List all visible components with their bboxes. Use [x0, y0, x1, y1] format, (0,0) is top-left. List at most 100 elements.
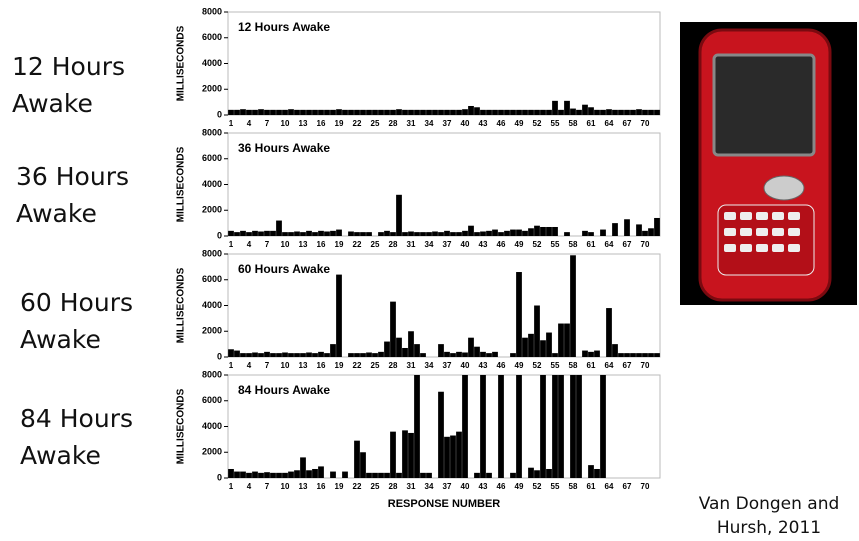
bar — [258, 472, 264, 478]
bar — [474, 346, 480, 357]
bar — [456, 232, 462, 236]
bar — [510, 353, 516, 357]
bar — [462, 375, 468, 478]
bar — [294, 231, 300, 236]
x-tick-label: 61 — [587, 361, 596, 370]
bar — [438, 344, 444, 357]
bar — [384, 341, 390, 357]
x-tick-label: 55 — [551, 119, 560, 128]
bar — [498, 375, 504, 478]
bar — [378, 472, 384, 478]
bar — [588, 107, 594, 115]
bar — [408, 109, 414, 115]
x-tick-label: 31 — [407, 240, 416, 249]
x-tick-label: 22 — [353, 482, 362, 491]
bar — [444, 230, 450, 236]
x-tick-label: 43 — [479, 361, 488, 370]
y-tick-label: 4000 — [202, 421, 222, 431]
bar — [636, 353, 642, 357]
bar — [282, 352, 288, 357]
y-axis-label: MILLISECONDS — [176, 146, 187, 222]
x-tick-label: 34 — [425, 361, 434, 370]
bar — [570, 375, 576, 478]
bar — [648, 109, 654, 115]
bar — [450, 435, 456, 478]
y-tick-label: 4000 — [202, 179, 222, 189]
bar — [438, 391, 444, 478]
bar — [618, 109, 624, 115]
bar — [522, 230, 528, 236]
x-tick-label: 64 — [605, 482, 614, 491]
bar — [504, 109, 510, 115]
bar — [252, 471, 258, 478]
bar — [516, 229, 522, 236]
bar — [228, 349, 234, 357]
x-tick-label: 1 — [229, 361, 234, 370]
bar — [552, 375, 558, 478]
y-tick-label: 0 — [217, 351, 222, 361]
bar — [300, 353, 306, 357]
bar — [636, 224, 642, 236]
bar — [384, 472, 390, 478]
bar — [648, 228, 654, 236]
x-tick-label: 58 — [569, 482, 578, 491]
x-tick-label: 37 — [443, 361, 452, 370]
bar — [318, 109, 324, 115]
bar — [546, 109, 552, 115]
bar — [306, 109, 312, 115]
bar — [438, 109, 444, 115]
bar — [240, 353, 246, 357]
y-tick-label: 0 — [217, 472, 222, 482]
bar — [432, 109, 438, 115]
x-tick-label: 22 — [353, 361, 362, 370]
bar — [396, 194, 402, 236]
bar — [474, 472, 480, 478]
x-tick-label: 40 — [461, 240, 470, 249]
bar — [408, 432, 414, 478]
bar — [474, 232, 480, 236]
bar — [600, 229, 606, 236]
y-axis-label: MILLISECONDS — [176, 267, 187, 343]
x-tick-label: 55 — [551, 240, 560, 249]
bar — [570, 255, 576, 357]
bar — [450, 109, 456, 115]
bar — [606, 308, 612, 357]
x-tick-label: 49 — [515, 119, 524, 128]
bar — [264, 109, 270, 115]
bar — [348, 231, 354, 236]
bar — [414, 232, 420, 236]
x-tick-label: 7 — [265, 361, 270, 370]
bar — [486, 472, 492, 478]
bar — [516, 375, 522, 478]
bar — [624, 109, 630, 115]
bar — [360, 232, 366, 236]
chart-title: 84 Hours Awake — [238, 383, 330, 397]
bar — [558, 109, 564, 115]
bar — [630, 109, 636, 115]
bar — [444, 351, 450, 357]
bar — [372, 109, 378, 115]
bar — [288, 232, 294, 236]
bar — [642, 230, 648, 236]
bar — [270, 109, 276, 115]
bar — [456, 351, 462, 357]
bar — [414, 375, 420, 478]
bar — [306, 352, 312, 357]
bar — [630, 353, 636, 357]
bar — [396, 472, 402, 478]
bar — [468, 225, 474, 236]
bar — [534, 225, 540, 236]
y-tick-label: 2000 — [202, 205, 222, 215]
bar — [414, 344, 420, 357]
x-tick-label: 58 — [569, 240, 578, 249]
bar — [288, 353, 294, 357]
bar — [354, 440, 360, 478]
bar — [462, 109, 468, 115]
bar — [270, 230, 276, 236]
bar — [414, 109, 420, 115]
bar — [360, 353, 366, 357]
x-tick-label: 64 — [605, 240, 614, 249]
y-tick-label: 6000 — [202, 153, 222, 163]
bar — [480, 375, 486, 478]
bar — [456, 431, 462, 478]
